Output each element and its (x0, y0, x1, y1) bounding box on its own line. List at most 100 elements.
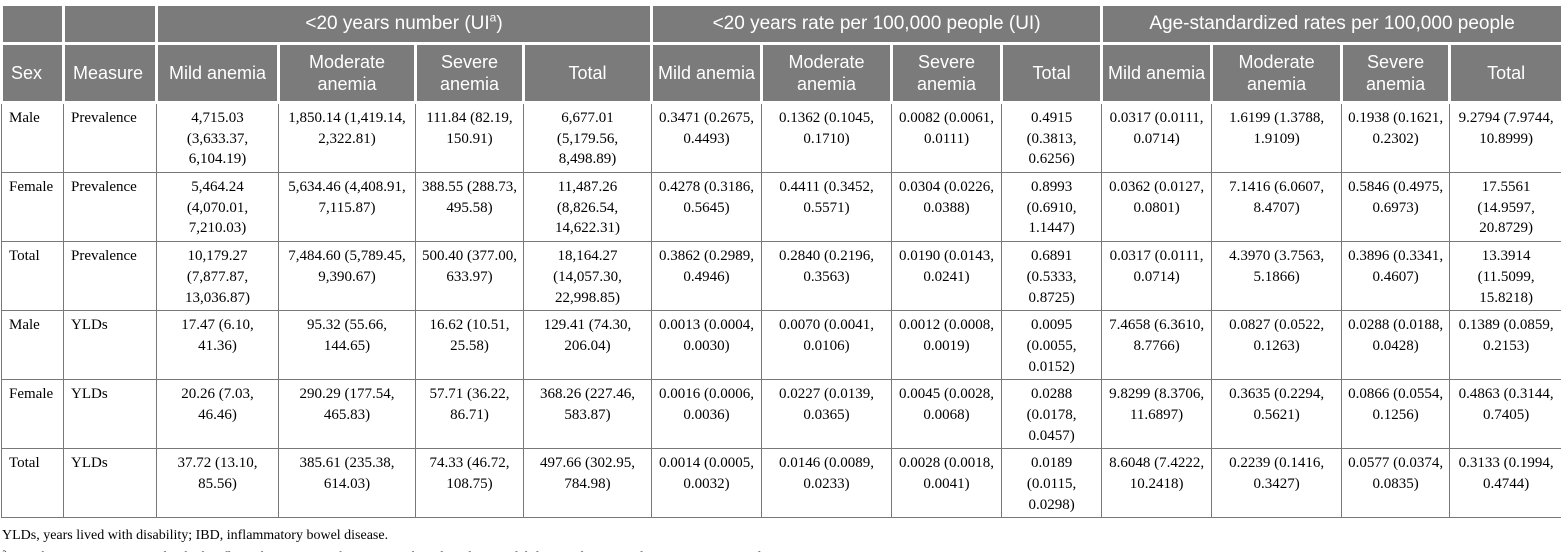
col-header-mild-agestd: Mild anemia (1100, 42, 1214, 104)
table-body: Male Prevalence 4,715.03 (3,633.37, 6,10… (1, 101, 1561, 519)
group-header-rate-text: <20 years rate per 100,000 people (UI) (712, 13, 1041, 35)
table-cell: 111.84 (82.19, 150.91) (415, 101, 524, 174)
corner-blank-sex (0, 3, 65, 45)
cell-measure: Prevalence (63, 172, 157, 243)
table-cell: 0.0012 (0.0008, 0.0019) (891, 310, 1003, 381)
table-cell: 13.3914 (11.5099, 15.8218) (1449, 241, 1561, 312)
table-cell: 0.0317 (0.0111, 0.0714) (1101, 101, 1213, 174)
table-cell: 0.0095 (0.0055, 0.0152) (1001, 310, 1103, 381)
table-cell: 17.47 (6.10, 41.36) (156, 310, 279, 381)
col-header-severe-agestd: Severe anemia (1340, 42, 1452, 104)
footnote-abbreviations-text: YLDs, years lived with disability; IBD, … (2, 528, 389, 544)
cell-sex: Male (1, 101, 64, 174)
table-cell: 0.1938 (0.1621, 0.2302) (1341, 101, 1451, 174)
table-cell: 0.0866 (0.0554, 0.1256) (1341, 379, 1451, 450)
table-cell: 129.41 (74.30, 206.04) (522, 310, 653, 381)
table-cell: 0.0288 (0.0178, 0.0457) (1001, 379, 1103, 450)
table-cell: 0.2239 (0.1416, 0.3427) (1211, 448, 1343, 519)
cell-sex: Female (1, 172, 64, 243)
table-cell: 0.3471 (0.2675, 0.4493) (651, 101, 763, 174)
table-cell: 9.8299 (8.3706, 11.6897) (1101, 379, 1213, 450)
table-cell: 0.0190 (0.0143, 0.0241) (891, 241, 1003, 312)
col-header-severe-rate: Severe anemia (890, 42, 1004, 104)
group-header-row: <20 years number (UIa) <20 years rate pe… (0, 3, 1561, 45)
col-header-mild-number: Mild anemia (155, 42, 280, 104)
table-cell: 497.66 (302.95, 784.98) (522, 448, 653, 519)
cell-measure: YLDs (63, 310, 157, 381)
table-cell: 0.4278 (0.3186, 0.5645) (651, 172, 763, 243)
cell-measure: Prevalence (63, 101, 157, 174)
table-row-male-ylds: Male YLDs 17.47 (6.10, 41.36) 95.32 (55.… (1, 310, 1561, 381)
table-cell: 7.4658 (6.3610, 8.7766) (1101, 310, 1213, 381)
col-header-severe-number: Severe anemia (414, 42, 525, 104)
table-cell: 0.0146 (0.0089, 0.0233) (761, 448, 893, 519)
table-cell: 7,484.60 (5,789.45, 9,390.67) (278, 241, 416, 312)
table-header: <20 years number (UIa) <20 years rate pe… (0, 3, 1561, 104)
table-cell: 0.2840 (0.2196, 0.3563) (761, 241, 893, 312)
table-row-total-prevalence: Total Prevalence 10,179.27 (7,877.87, 13… (1, 241, 1561, 312)
table-cell: 0.0028 (0.0018, 0.0041) (891, 448, 1003, 519)
table-cell: 0.0304 (0.0226, 0.0388) (891, 172, 1003, 243)
table-cell: 0.5846 (0.4975, 0.6973) (1341, 172, 1451, 243)
footnote-ui-definition-text: UI is the uncertainty interval, which re… (6, 550, 826, 552)
cell-measure: YLDs (63, 379, 157, 450)
ui-superscript: a (489, 10, 497, 25)
group-header-agestd: Age-standardized rates per 100,000 peopl… (1100, 3, 1561, 45)
group-header-rate: <20 years rate per 100,000 people (UI) (650, 3, 1104, 45)
table-cell: 0.8993 (0.6910, 1.1447) (1001, 172, 1103, 243)
table-cell: 20.26 (7.03, 46.46) (156, 379, 279, 450)
table-cell: 5,464.24 (4,070.01, 7,210.03) (156, 172, 279, 243)
table-cell: 57.71 (36.22, 86.71) (415, 379, 524, 450)
table-cell: 16.62 (10.51, 25.58) (415, 310, 524, 381)
table-cell: 4,715.03 (3,633.37, 6,104.19) (156, 101, 279, 174)
column-header-row: Sex Measure Mild anemia Moderate anemia … (0, 42, 1561, 104)
table-footnotes: YLDs, years lived with disability; IBD, … (0, 518, 1561, 552)
group-header-number-close: ) (496, 13, 503, 35)
table-cell: 1,850.14 (1,419.14, 2,322.81) (278, 101, 416, 174)
table-cell: 388.55 (288.73, 495.58) (415, 172, 524, 243)
table-cell: 290.29 (177.54, 465.83) (278, 379, 416, 450)
table-cell: 0.3133 (0.1994, 0.4744) (1449, 448, 1561, 519)
table-cell: 0.0014 (0.0005, 0.0032) (651, 448, 763, 519)
table-cell: 17.5561 (14.9597, 20.8729) (1449, 172, 1561, 243)
cell-measure: YLDs (63, 448, 157, 519)
table-cell: 0.3862 (0.2989, 0.4946) (651, 241, 763, 312)
anemia-burden-table: <20 years number (UIa) <20 years rate pe… (0, 3, 1561, 519)
footnote-ui-definition: aUI is the uncertainty interval, which r… (2, 547, 1557, 552)
col-header-moderate-agestd: Moderate anemia (1210, 42, 1344, 104)
col-header-moderate-rate: Moderate anemia (760, 42, 894, 104)
table-cell: 9.2794 (7.9744, 10.8999) (1449, 101, 1561, 174)
table-cell: 74.33 (46.72, 108.75) (415, 448, 524, 519)
table-cell: 0.6891 (0.5333, 0.8725) (1001, 241, 1103, 312)
cell-sex: Total (1, 448, 64, 519)
table-cell: 11,487.26 (8,826.54, 14,622.31) (522, 172, 653, 243)
col-header-total-number: Total (521, 42, 654, 104)
table-cell: 0.4863 (0.3144, 0.7405) (1449, 379, 1561, 450)
table-cell: 0.0189 (0.0115, 0.0298) (1001, 448, 1103, 519)
cell-measure: Prevalence (63, 241, 157, 312)
table-row-female-prevalence: Female Prevalence 5,464.24 (4,070.01, 7,… (1, 172, 1561, 243)
table-cell: 0.0070 (0.0041, 0.0106) (761, 310, 893, 381)
table-row-male-prevalence: Male Prevalence 4,715.03 (3,633.37, 6,10… (1, 101, 1561, 174)
table-cell: 0.3896 (0.3341, 0.4607) (1341, 241, 1451, 312)
table-cell: 0.0288 (0.0188, 0.0428) (1341, 310, 1451, 381)
cell-sex: Female (1, 379, 64, 450)
table-row-total-ylds: Total YLDs 37.72 (13.10, 85.56) 385.61 (… (1, 448, 1561, 519)
table-cell: 500.40 (377.00, 633.97) (415, 241, 524, 312)
table-cell: 0.1362 (0.1045, 0.1710) (761, 101, 893, 174)
table-cell: 6,677.01 (5,179.56, 8,498.89) (522, 101, 653, 174)
footnote-abbreviations: YLDs, years lived with disability; IBD, … (2, 525, 1557, 547)
cell-sex: Male (1, 310, 64, 381)
table-cell: 95.32 (55.66, 144.65) (278, 310, 416, 381)
group-header-number: <20 years number (UIa) (154, 3, 654, 45)
col-header-mild-rate: Mild anemia (650, 42, 764, 104)
table-cell: 5,634.46 (4,408.91, 7,115.87) (278, 172, 416, 243)
table-cell: 0.3635 (0.2294, 0.5621) (1211, 379, 1343, 450)
table-cell: 0.4411 (0.3452, 0.5571) (761, 172, 893, 243)
table-cell: 0.0317 (0.0111, 0.0714) (1101, 241, 1213, 312)
table-cell: 0.0362 (0.0127, 0.0801) (1101, 172, 1213, 243)
table-row-female-ylds: Female YLDs 20.26 (7.03, 46.46) 290.29 (… (1, 379, 1561, 450)
footnote-superscript-a: a (2, 547, 6, 552)
group-header-agestd-text: Age-standardized rates per 100,000 peopl… (1149, 13, 1515, 35)
